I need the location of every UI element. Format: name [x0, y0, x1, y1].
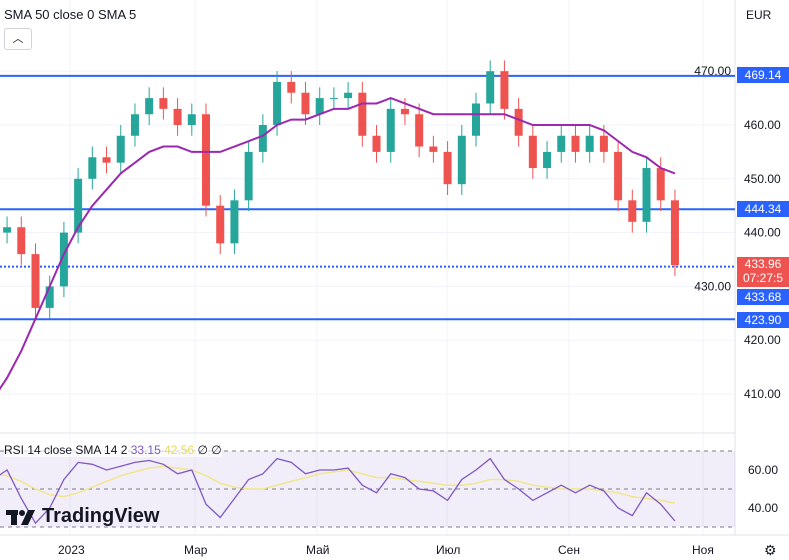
candle-body	[329, 98, 338, 100]
currency-label[interactable]: EUR	[746, 8, 772, 22]
x-tick: Сен	[558, 543, 580, 557]
settings-gear-icon[interactable]: ⚙	[764, 542, 777, 558]
rsi-extra: ∅	[197, 443, 208, 457]
candle-body	[585, 135, 594, 152]
candle-body	[443, 151, 452, 185]
candle-body	[102, 157, 111, 163]
collapse-legend-button[interactable]: ︿	[4, 28, 32, 50]
bar-countdown: 07:27:5	[742, 271, 784, 285]
candle-body	[17, 227, 26, 255]
candle-body	[514, 108, 523, 136]
tradingview-logo[interactable]: TradingView	[6, 505, 159, 528]
candle-body	[173, 108, 182, 125]
x-tick: 2023	[58, 543, 85, 557]
candle-body	[628, 200, 637, 222]
y-tick: 460.00	[744, 118, 781, 132]
candle-body	[472, 103, 480, 136]
candle-body	[187, 114, 196, 125]
rsi-tick: 40.00	[748, 501, 778, 515]
candle-body	[358, 92, 367, 136]
x-tick: Май	[306, 543, 330, 557]
candle-body	[74, 178, 83, 233]
candle-body	[273, 81, 282, 125]
candle-body	[457, 135, 466, 185]
candle-body	[287, 81, 296, 93]
y-tick: 440.00	[744, 226, 781, 240]
candle-body	[543, 151, 552, 169]
candle-body	[486, 71, 495, 104]
indicator-legend: SMA 50 close 0 SMA 5	[4, 7, 137, 22]
chevron-up-icon: ︿	[12, 33, 24, 45]
candle-body	[571, 135, 580, 152]
candle-body	[500, 71, 509, 109]
candle-body	[59, 232, 68, 287]
current-price-tag: 433.96 07:27:5	[737, 257, 789, 287]
candle-body	[202, 114, 211, 206]
candle-body	[159, 98, 168, 109]
candle-body	[400, 108, 409, 115]
candle-body	[614, 151, 623, 201]
y-tick: 410.00	[744, 387, 781, 401]
candle-body	[315, 98, 324, 115]
candle-body	[3, 227, 12, 233]
current-price: 433.96	[744, 257, 782, 271]
candle-body	[258, 125, 267, 152]
y-tick: 430.00	[694, 279, 731, 293]
candle-body	[599, 135, 608, 152]
candle-body	[31, 254, 40, 308]
level-tag: 423.90	[737, 312, 789, 328]
candle-body	[88, 157, 97, 179]
x-tick: Мар	[184, 543, 208, 557]
candle-body	[386, 108, 395, 152]
sma50-line	[0, 97, 676, 391]
rsi-tick: 60.00	[748, 463, 778, 477]
logo-text: TradingView	[42, 505, 160, 527]
candle-body	[116, 135, 125, 163]
rsi-sma-line	[0, 465, 676, 504]
rsi-extra: ∅	[211, 443, 222, 457]
candle-body	[344, 92, 353, 99]
candle-body	[557, 135, 566, 152]
rsi-value: 33.15	[130, 443, 161, 457]
candle-body	[528, 135, 537, 169]
rsi-label: RSI 14 close SMA 14 2	[4, 443, 128, 457]
tradingview-logo-icon	[6, 509, 35, 525]
candle-body	[642, 168, 651, 222]
candle-body	[45, 286, 54, 308]
rsi-legend: RSI 14 close SMA 14 2 33.15 42.56 ∅ ∅	[4, 443, 222, 457]
candle-body	[429, 146, 438, 152]
rsi-sma-value: 42.56	[164, 443, 195, 457]
level-tag: 444.34	[737, 201, 789, 217]
y-tick: 420.00	[744, 333, 781, 347]
candle-body	[230, 200, 239, 244]
candle-body	[301, 92, 310, 115]
candle-body	[415, 114, 424, 147]
x-tick: Июл	[436, 543, 461, 557]
candle-body	[130, 114, 139, 136]
y-tick: 470.00	[694, 64, 731, 78]
candle-body	[670, 200, 679, 266]
y-tick: 450.00	[744, 172, 781, 186]
rsi-line	[0, 457, 676, 525]
candle-body	[145, 98, 154, 115]
candle-body	[244, 151, 253, 201]
level-tag: 469.14	[737, 67, 789, 83]
candle-body	[372, 135, 381, 152]
candle-body	[216, 205, 225, 244]
candle-body	[656, 168, 665, 201]
x-tick: Ноя	[692, 543, 714, 557]
level-tag: 433.68	[737, 289, 789, 305]
